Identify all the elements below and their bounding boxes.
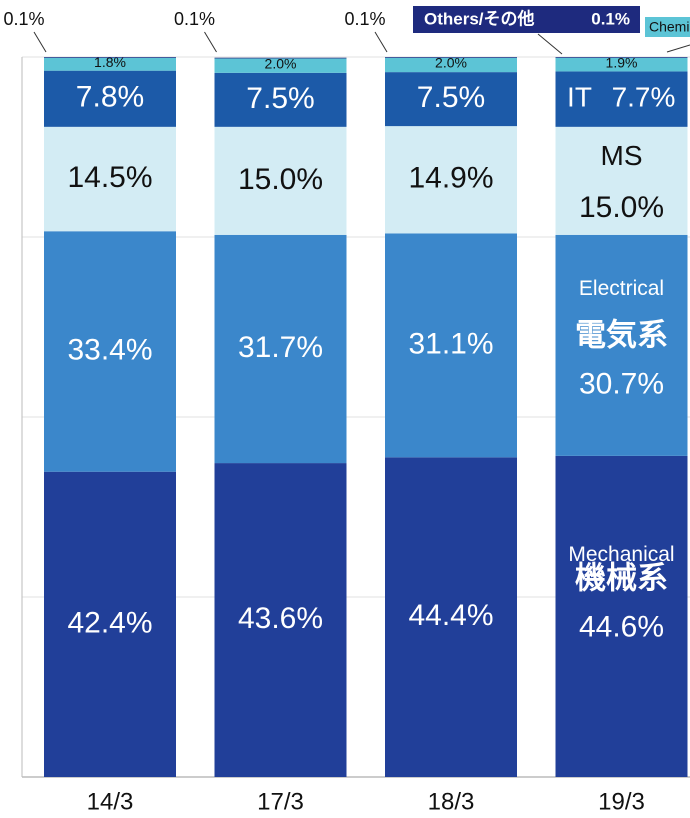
data-label: 7.5% <box>417 81 485 114</box>
data-label: 7.8% <box>76 81 144 114</box>
bar-segment <box>214 463 347 777</box>
leader-line <box>204 31 217 53</box>
leader-line <box>374 31 388 53</box>
data-label: 15.0% <box>238 163 323 196</box>
bar-segment <box>214 58 347 73</box>
data-label: 42.4% <box>67 606 152 639</box>
data-label: 31.1% <box>408 327 493 360</box>
data-label: 7.7% <box>612 82 676 113</box>
data-label: 0.1% <box>174 9 215 29</box>
bar-segment <box>555 57 688 58</box>
bar-segment <box>214 126 347 235</box>
bar-segment <box>555 234 688 456</box>
leader-line <box>666 44 690 53</box>
legend-box <box>413 6 640 33</box>
series-label: MS <box>601 140 643 171</box>
series-label-ja: 電気系 <box>575 318 668 353</box>
data-label: 2.0% <box>435 55 467 71</box>
series-label-ja: 機械系 <box>575 561 668 596</box>
x-tick-label: 18/3 <box>428 788 475 815</box>
data-label: 43.6% <box>238 602 323 635</box>
bar-segment <box>385 57 517 58</box>
series-label: IT <box>567 82 592 113</box>
data-label: 2.0% <box>265 55 297 71</box>
series-label: Electrical <box>579 277 664 300</box>
bar-segment <box>44 231 176 472</box>
leader-line <box>537 33 563 55</box>
bar-segment <box>555 57 688 72</box>
data-label: 33.4% <box>67 333 152 366</box>
data-label: 0.1% <box>591 9 630 28</box>
series-label: Others/その他 <box>424 8 535 28</box>
x-tick-label: 14/3 <box>87 788 134 815</box>
bar-segment <box>44 57 176 71</box>
data-label: 1.9% <box>606 54 638 70</box>
bar-segment <box>214 57 347 59</box>
x-tick-label: 17/3 <box>257 788 304 815</box>
bar-segment <box>385 457 517 777</box>
x-tick-label: 19/3 <box>598 788 645 815</box>
bar-segment <box>385 72 517 127</box>
bar-segment <box>44 57 176 58</box>
data-label: 31.7% <box>238 331 323 364</box>
leader-line <box>33 31 47 53</box>
bar-segment <box>385 57 517 73</box>
bar-segment <box>44 70 176 127</box>
bar-segment <box>44 471 176 777</box>
bar-segment <box>214 72 347 127</box>
series-label: Chemical <box>649 19 690 35</box>
data-label: 44.4% <box>408 599 493 632</box>
data-label: 44.6% <box>579 610 664 643</box>
bar-segment <box>555 455 688 777</box>
bar-segment <box>555 71 688 127</box>
bar-segment <box>385 126 517 234</box>
data-label: 14.9% <box>408 162 493 195</box>
data-label: 7.5% <box>246 82 314 115</box>
data-label: 0.1% <box>3 9 44 29</box>
data-label: 15.0% <box>579 191 664 224</box>
data-label: 0.1% <box>344 9 385 29</box>
series-label: Mechanical <box>568 543 674 566</box>
bar-segment <box>214 234 347 464</box>
legend-box <box>645 17 690 37</box>
data-label: 14.5% <box>67 161 152 194</box>
data-label: 30.7% <box>579 367 664 400</box>
bar-segment <box>44 126 176 232</box>
data-label: 1.8% <box>94 54 126 70</box>
bar-segment <box>385 233 517 458</box>
bar-segment <box>555 126 688 235</box>
